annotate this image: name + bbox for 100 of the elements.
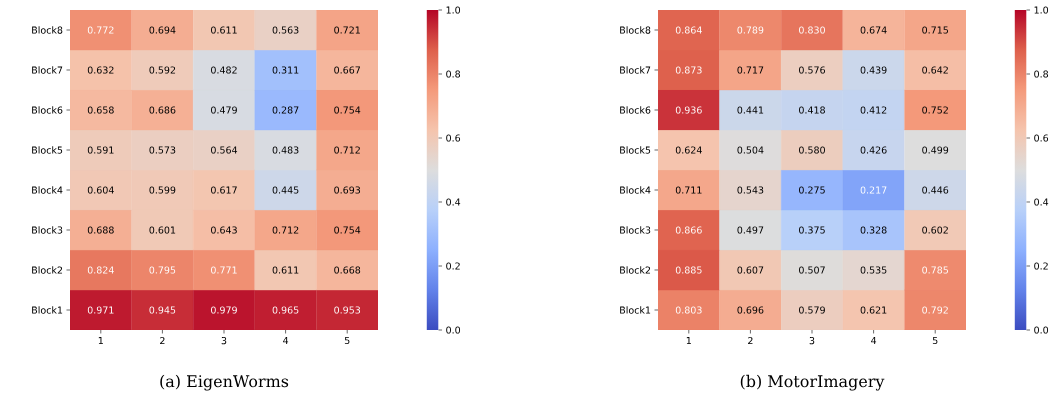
data-label: 0.971: [87, 306, 114, 314]
color-bar-label: 1.0: [1034, 6, 1049, 14]
data-label: 0.772: [87, 26, 114, 34]
x-tick-label: 5: [344, 337, 350, 345]
data-label: 0.592: [149, 66, 176, 74]
data-label: 0.412: [860, 106, 887, 114]
data-label: 0.712: [272, 226, 299, 234]
data-label: 0.483: [272, 146, 299, 154]
y-tick-label: Block7: [620, 66, 651, 74]
data-label: 0.693: [334, 186, 361, 194]
color-bar-label: 0.2: [1034, 262, 1048, 270]
data-label: 0.624: [675, 146, 702, 154]
data-label: 0.617: [211, 186, 237, 194]
data-label: 0.482: [211, 66, 237, 74]
text: (a) EigenWorms: [160, 374, 289, 391]
color-bar-label: 0.4: [1034, 198, 1049, 206]
color-bar-label: 0.0: [446, 326, 461, 334]
data-label: 0.564: [211, 146, 238, 154]
x-tick-label: 3: [221, 337, 227, 345]
y-tick-label: Block3: [32, 226, 63, 234]
data-label: 0.611: [211, 26, 237, 34]
data-label: 0.658: [87, 106, 114, 114]
x-tick-label: 5: [932, 337, 938, 345]
data-label: 0.953: [334, 306, 361, 314]
data-label: 0.936: [675, 106, 702, 114]
data-label: 0.873: [675, 66, 702, 74]
x-tick-label: 4: [871, 337, 877, 344]
data-label: 0.711: [675, 186, 702, 194]
data-label: 0.754: [334, 226, 361, 234]
data-label: 0.785: [922, 266, 948, 274]
data-label: 0.580: [799, 146, 825, 154]
data-label: 0.643: [211, 226, 237, 234]
data-label: 0.497: [737, 226, 764, 234]
data-label: 0.287: [272, 106, 299, 114]
color-bar-label: 0.6: [1034, 134, 1049, 142]
color-bar-label: 0.8: [1034, 70, 1049, 78]
data-label: 0.611: [272, 266, 299, 274]
color-bar-label: 0.8: [446, 70, 461, 78]
y-tick-label: Block2: [620, 266, 651, 274]
x-tick-label: 3: [809, 337, 815, 345]
data-label: 0.715: [922, 26, 948, 34]
data-label: 0.441: [737, 106, 764, 114]
data-label: 0.507: [799, 266, 825, 274]
data-label: 0.418: [799, 106, 825, 114]
data-label: 0.866: [675, 226, 702, 234]
color-bar-label: 0.2: [446, 262, 460, 270]
y-tick-label: Block6: [32, 106, 63, 114]
x-tick-label: 1: [98, 337, 103, 344]
y-tick-label: Block1: [32, 306, 63, 314]
data-label: 0.602: [922, 226, 948, 234]
y-tick-label: Block7: [32, 66, 63, 74]
color-bar-label: 0.6: [446, 134, 461, 142]
data-label: 0.754: [334, 106, 361, 114]
data-label: 0.217: [860, 186, 887, 194]
data-label: 0.789: [737, 26, 764, 34]
data-label: 0.607: [737, 266, 764, 274]
data-label: 0.885: [675, 266, 702, 274]
data-label: 0.591: [87, 146, 114, 154]
data-label: 0.945: [149, 306, 176, 314]
y-tick-label: Block3: [620, 226, 651, 234]
data-label: 0.275: [799, 186, 825, 194]
x-tick-label: 1: [686, 337, 691, 344]
text: (b) MotorImagery: [740, 374, 885, 391]
data-label: 0.479: [211, 106, 237, 114]
data-label: 0.717: [737, 66, 764, 74]
data-label: 0.667: [334, 66, 360, 74]
data-label: 0.830: [799, 26, 825, 34]
data-label: 0.601: [149, 226, 176, 234]
data-label: 0.604: [87, 186, 114, 194]
data-label: 0.965: [272, 306, 299, 314]
data-label: 0.499: [922, 146, 949, 154]
y-tick-label: Block5: [32, 146, 63, 154]
data-label: 0.694: [149, 26, 176, 34]
data-label: 0.721: [334, 26, 360, 34]
color-bar-label: 0.4: [446, 198, 461, 206]
y-tick-label: Block2: [32, 266, 63, 274]
data-label: 0.439: [860, 66, 887, 74]
data-label: 0.686: [149, 106, 176, 114]
x-tick-label: 2: [748, 337, 753, 345]
color-bar-label: 1.0: [446, 6, 461, 14]
data-label: 0.642: [922, 66, 948, 74]
data-label: 0.328: [860, 226, 887, 234]
data-label: 0.446: [922, 186, 949, 194]
data-label: 0.824: [87, 266, 114, 274]
data-label: 0.535: [860, 266, 887, 274]
data-label: 0.311: [272, 66, 299, 74]
y-tick-label: Block8: [620, 26, 651, 34]
data-label: 0.803: [675, 306, 702, 314]
data-label: 0.579: [799, 306, 825, 314]
x-tick-label: 4: [283, 337, 289, 344]
y-tick-label: Block5: [620, 146, 651, 154]
data-label: 0.712: [334, 146, 360, 154]
data-label: 0.426: [860, 146, 887, 154]
data-label: 0.573: [149, 146, 176, 154]
data-label: 0.688: [87, 226, 114, 234]
y-tick-label: Block8: [32, 26, 63, 34]
y-tick-label: Block4: [32, 186, 63, 194]
data-label: 0.375: [799, 226, 825, 234]
data-label: 0.752: [922, 106, 948, 114]
data-label: 0.504: [737, 146, 764, 154]
